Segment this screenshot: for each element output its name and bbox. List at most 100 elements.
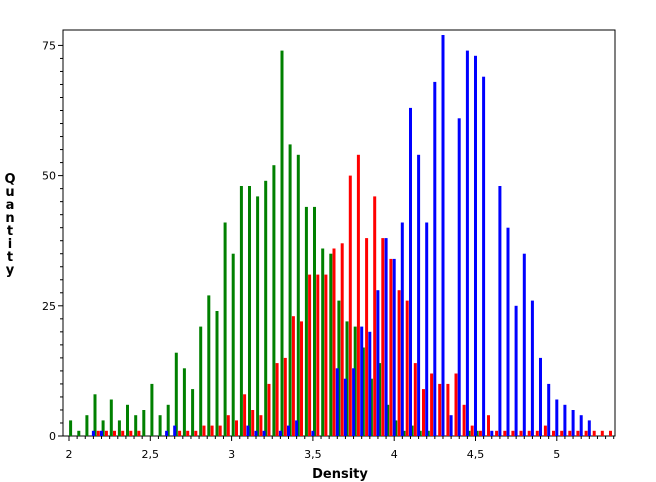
bar-s2-46: [495, 430, 499, 436]
bar-s2-44: [478, 430, 482, 436]
bar-s2-1: [96, 430, 100, 436]
bar-s3-42: [579, 415, 583, 436]
bar-s1-13: [166, 404, 170, 436]
y-axis-title-char: u: [5, 185, 14, 200]
bar-s3-20: [400, 222, 404, 436]
bar-s3-6: [254, 430, 258, 436]
bar-s3-19: [392, 258, 396, 436]
bar-s1-4: [93, 394, 97, 436]
bar-s2-18: [267, 383, 271, 436]
bar-s2-20: [283, 357, 287, 436]
bar-s2-29: [356, 154, 360, 437]
bar-s2-13: [226, 415, 230, 436]
bar-s3-16: [368, 331, 372, 436]
bar-s1-34: [337, 300, 341, 436]
bar-s1-1: [69, 420, 73, 436]
bar-s1-9: [134, 415, 138, 436]
bar-s3-38: [547, 383, 551, 436]
bar-s3-4: [173, 425, 177, 436]
bar-s3-1: [91, 430, 95, 436]
bar-s1-6: [109, 399, 113, 436]
bar-s3-26: [449, 415, 453, 436]
bar-s2-31: [373, 196, 377, 436]
bar-s1-43: [410, 425, 414, 436]
bar-s3-3: [165, 430, 169, 436]
bar-s2-54: [560, 430, 564, 436]
bar-s2-27: [340, 243, 344, 436]
bar-s3-2: [100, 430, 103, 436]
y-axis-title-char: Q: [4, 172, 15, 187]
bar-s2-4: [121, 430, 125, 436]
y-axis-title-char: n: [5, 211, 14, 226]
bar-s1-19: [215, 311, 219, 436]
bar-s1-29: [296, 154, 300, 437]
bar-s1-41: [394, 420, 398, 436]
bar-s3-23: [425, 222, 429, 436]
bar-s3-34: [514, 305, 518, 436]
bar-s2-19: [275, 363, 279, 436]
bar-s3-22: [417, 154, 421, 437]
bar-s1-22: [239, 186, 243, 436]
bar-s1-26: [272, 165, 276, 436]
bar-s3-5: [246, 425, 250, 436]
bar-s1-27: [280, 50, 284, 436]
bar-s3-36: [530, 300, 534, 436]
bar-s2-25: [324, 274, 328, 436]
bar-s2-52: [543, 425, 547, 436]
bar-s3-9: [287, 425, 290, 436]
bar-s3-37: [539, 357, 542, 436]
bar-s2-17: [259, 415, 263, 436]
y-axis-title-char: a: [6, 198, 15, 213]
bar-s1-11: [150, 383, 154, 436]
bar-s2-32: [381, 238, 385, 436]
bar-s1-32: [321, 248, 325, 436]
y-tick-label: 75: [42, 39, 56, 52]
y-axis: 0 25 50 75: [42, 39, 63, 443]
bar-s1-37: [361, 347, 365, 436]
bar-s2-7: [178, 430, 182, 436]
bar-s1-40: [386, 404, 390, 436]
x-tick-label: 2: [66, 448, 73, 461]
bar-s2-2: [104, 430, 108, 436]
bar-s2-57: [584, 430, 588, 436]
bar-s1-33: [329, 253, 333, 436]
bar-s3-18: [384, 238, 388, 436]
bar-s1-17: [199, 326, 203, 436]
bar-s3-31: [490, 430, 494, 436]
bar-s2-53: [552, 430, 555, 436]
bar-s1-12: [158, 415, 162, 436]
bar-s2-23: [308, 274, 312, 436]
x-tick-label: 4: [391, 448, 398, 461]
bars-layer: [69, 35, 612, 437]
bar-s3-43: [587, 420, 591, 436]
bar-s3-17: [376, 290, 380, 436]
y-axis-title-char: t: [7, 224, 13, 239]
bar-s1-24: [256, 196, 260, 436]
bar-s2-38: [430, 373, 434, 436]
bar-s3-12: [335, 368, 339, 436]
bar-s1-38: [369, 378, 373, 436]
bar-s2-60: [609, 430, 612, 436]
bar-s3-30: [482, 76, 486, 436]
bar-s1-36: [353, 326, 357, 436]
x-tick-label: 3,5: [304, 448, 322, 461]
bar-s1-16: [191, 389, 195, 436]
bar-s1-10: [142, 410, 146, 436]
y-axis-title-char: t: [7, 250, 13, 265]
bar-s2-40: [446, 383, 450, 436]
bar-s2-3: [113, 430, 116, 436]
bar-s1-3: [85, 415, 89, 436]
bar-s1-7: [117, 420, 121, 436]
bar-s3-28: [465, 50, 469, 436]
bar-s2-6: [137, 430, 141, 436]
bar-s3-40: [563, 404, 567, 436]
bar-s1-30: [304, 206, 308, 436]
bar-s1-28: [288, 144, 292, 436]
y-tick-label: 25: [42, 300, 56, 313]
bar-s2-49: [519, 430, 523, 436]
bar-s3-33: [506, 227, 510, 436]
x-axis: 2 2,5 3 3,5 4 4,5 5: [66, 436, 615, 461]
bar-s1-25: [264, 180, 268, 436]
x-tick-label: 4,5: [467, 448, 485, 461]
